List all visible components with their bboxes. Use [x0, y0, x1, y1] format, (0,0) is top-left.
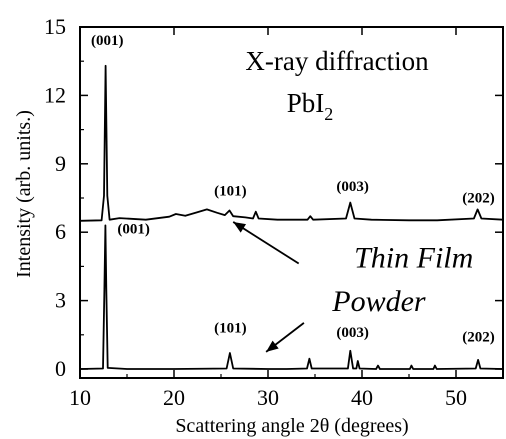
y-tick-label: 9 [55, 151, 66, 176]
annotation-arrowhead-powder [266, 340, 279, 352]
chart-title-line1: X-ray diffraction [245, 46, 429, 76]
peak-label: (202) [462, 191, 495, 207]
peak-label: (101) [214, 184, 247, 200]
peak-label: (003) [336, 179, 369, 195]
annotation-arrowhead-thin-film [233, 221, 247, 233]
peak-label: (003) [336, 325, 369, 341]
annotations-layer: Thin Film Powder [232, 221, 473, 353]
annotation-thin-film: Thin Film [354, 242, 473, 275]
series-layer [79, 64, 504, 370]
y-axis-label: Intensity (arb. units.) [13, 110, 35, 278]
x-tick-label: 30 [257, 385, 279, 410]
annotation-arrow-thin-film [232, 221, 300, 265]
peak-labels-layer: (001) (101) (003) (202) (001) (101) (003) (202) [91, 33, 495, 345]
y-tick-label: 3 [55, 288, 66, 313]
annotation-powder: Powder [331, 285, 426, 318]
peak-label: (001) [117, 221, 150, 237]
x-tick-label: 40 [351, 385, 373, 410]
y-tick-label: 6 [55, 219, 66, 244]
plot-frame [79, 26, 504, 379]
x-tick-label: 20 [163, 385, 185, 410]
chart-title-subscript: 2 [324, 104, 333, 124]
series-line-powder [79, 224, 504, 370]
y-tick-label: 0 [55, 356, 66, 381]
y-tick-label: 15 [44, 14, 66, 39]
peak-label: (101) [214, 321, 247, 337]
chart-title-line2: PbI2 [287, 88, 334, 124]
peak-label: (202) [462, 330, 495, 346]
x-tick-label: 10 [69, 385, 91, 410]
axes-layer: 10 20 30 40 50 0 3 6 9 12 15 [44, 14, 504, 410]
x-axis-label: Scattering angle 2θ (degrees) [175, 415, 408, 437]
y-tick-label: 12 [44, 82, 66, 107]
x-tick-label: 50 [445, 385, 467, 410]
chart-title-formula: PbI [287, 88, 325, 118]
peak-label: (001) [91, 33, 124, 49]
series-line-thin-film [79, 64, 504, 222]
